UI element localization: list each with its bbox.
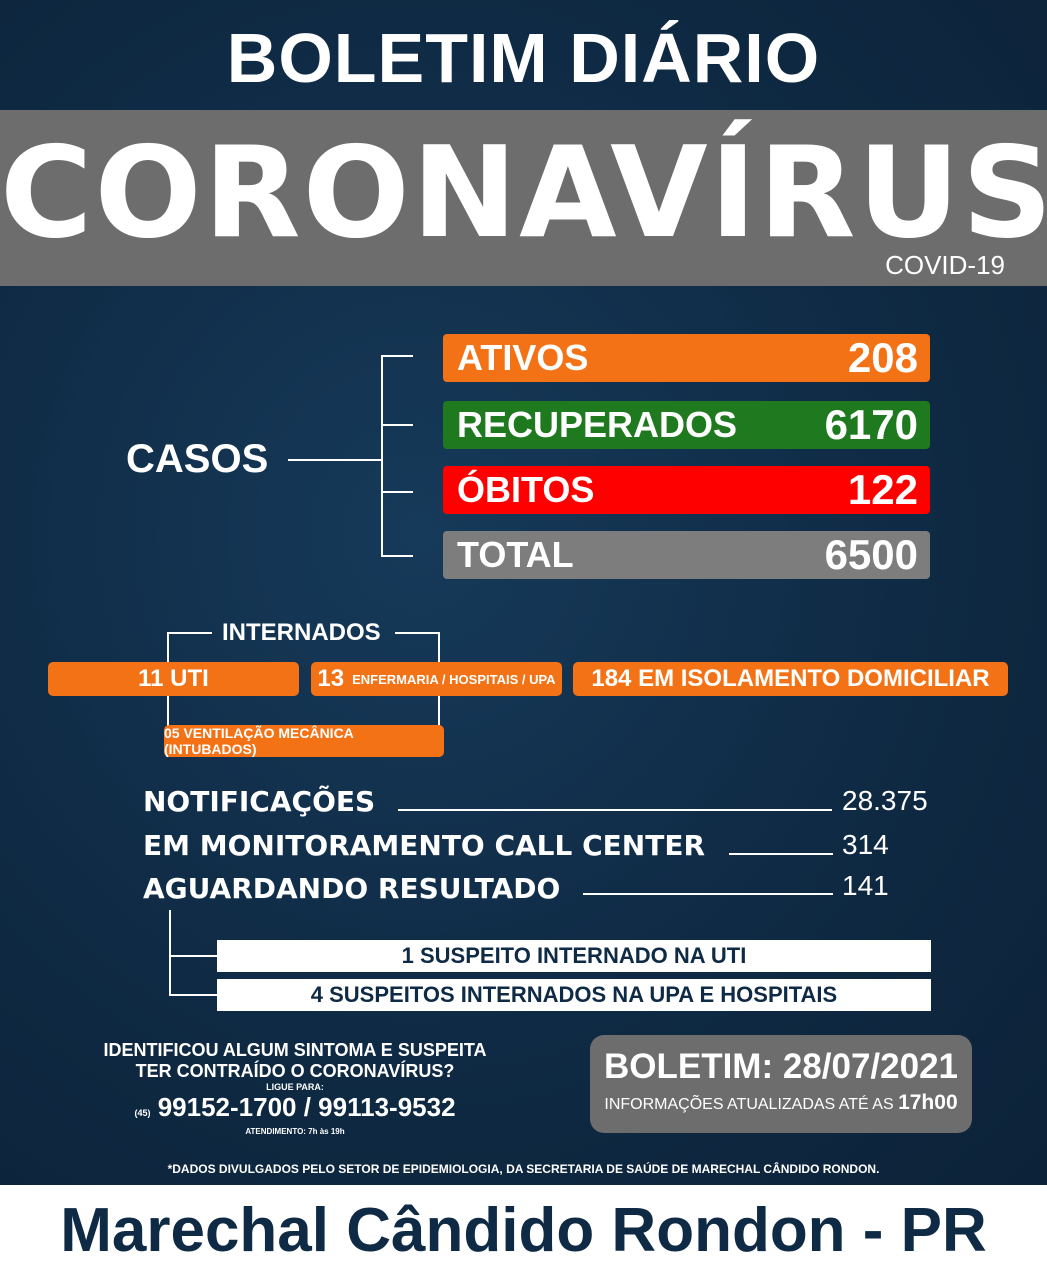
stat-value: 141 xyxy=(842,870,889,901)
main-title: CORONAVÍRUS xyxy=(0,119,1047,266)
boletim-box: BOLETIM: 28/07/2021 INFORMAÇÕES ATUALIZA… xyxy=(590,1035,972,1133)
stat-ativos: ATIVOS 208 xyxy=(443,334,930,382)
stat-obitos: ÓBITOS 122 xyxy=(443,466,930,514)
stat-label: EM MONITORAMENTO CALL CENTER xyxy=(143,829,706,862)
phone-numbers: 99152-1700 / 99113-9532 xyxy=(157,1092,456,1122)
connector-line xyxy=(167,632,212,634)
isolamento-pill: 184 EM ISOLAMENTO DOMICILIAR xyxy=(573,662,1008,696)
title-band xyxy=(0,110,1047,286)
connector-line xyxy=(381,424,413,426)
connector-line xyxy=(169,994,217,996)
connector-line xyxy=(381,355,413,357)
stat-value: 314 xyxy=(842,829,889,860)
enfermaria-pill: 13 ENFERMARIA / HOSPITAIS / UPA xyxy=(311,662,562,696)
connector-line xyxy=(381,491,413,493)
connector-line xyxy=(381,555,413,557)
connector-line xyxy=(381,355,383,556)
contact-block: IDENTIFICOU ALGUM SINTOMA E SUSPEITA TER … xyxy=(103,1040,487,1136)
stat-label: NOTIFICAÇÕES xyxy=(143,785,376,818)
internados-label: INTERNADOS xyxy=(222,619,381,646)
footer-city: Marechal Cândido Rondon - PR xyxy=(0,1185,1047,1280)
stat-total: TOTAL 6500 xyxy=(443,531,930,579)
connector-line xyxy=(398,809,832,811)
uti-pill: 11 UTI xyxy=(48,662,299,696)
connector-line xyxy=(395,632,440,634)
connector-line xyxy=(583,893,833,895)
subtitle: COVID-19 xyxy=(885,250,1005,280)
bulletin-title: BOLETIM DIÁRIO xyxy=(226,19,821,97)
casos-label: CASOS xyxy=(126,437,269,481)
connector-line xyxy=(169,955,217,957)
suspeitos-upa: 4 SUSPEITOS INTERNADOS NA UPA E HOSPITAI… xyxy=(217,979,931,1011)
stat-value: 28.375 xyxy=(842,785,928,816)
ventilacao-pill: 05 VENTILAÇÃO MECÂNICA (INTUBADOS) xyxy=(164,725,444,757)
stat-recuperados: RECUPERADOS 6170 xyxy=(443,401,930,449)
connector-line xyxy=(169,910,171,995)
connector-line xyxy=(288,459,383,461)
source-note: *DADOS DIVULGADOS PELO SETOR DE EPIDEMIO… xyxy=(167,1162,880,1176)
connector-line xyxy=(729,853,833,855)
stat-label: AGUARDANDO RESULTADO xyxy=(143,872,561,905)
suspeito-uti: 1 SUSPEITO INTERNADO NA UTI xyxy=(217,940,931,972)
